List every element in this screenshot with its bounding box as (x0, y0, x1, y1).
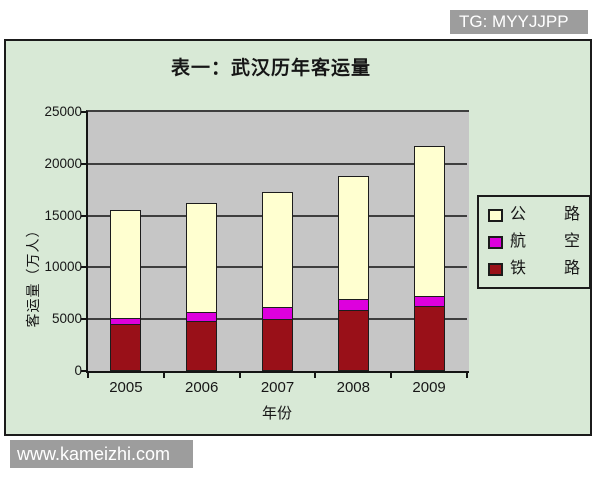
x-axis-title: 年份 (261, 405, 292, 422)
x-tick-mark (314, 373, 317, 378)
y-tick-mark (81, 370, 88, 372)
bar-segment-公路 (262, 191, 293, 309)
y-tick-label: 25000 (44, 104, 82, 119)
y-tick-mark (81, 162, 88, 165)
y-tick-mark (81, 111, 88, 113)
bar-segment-铁路 (413, 305, 445, 371)
watermark-website: www.kameizhi.com (10, 440, 193, 468)
watermark-telegram: TG: MYYJJPP (450, 10, 588, 34)
legend-swatch (488, 262, 503, 276)
bar-segment-公路 (413, 146, 445, 298)
bar-segment-航空 (337, 299, 369, 312)
chart-title: 表一：武汉历年客运量 (170, 58, 371, 79)
x-tick-label: 2006 (185, 379, 219, 396)
bar-segment-航空 (186, 312, 218, 322)
x-tick-label: 2009 (412, 379, 446, 396)
y-tick-mark (81, 266, 88, 269)
plot-area (86, 110, 469, 373)
chart-container: 表一：武汉历年客运量 客运量（万人） 年份 公路航空铁路 2005 2006 200… (4, 39, 592, 436)
bar-segment-公路 (337, 176, 369, 301)
x-tick-mark (238, 373, 241, 378)
y-tick-label: 5000 (51, 311, 82, 327)
x-tick-label: 2008 (336, 379, 370, 396)
y-tick-label: 0 (74, 363, 82, 378)
legend: 公路航空铁路 (477, 195, 591, 289)
legend-label-char: 铁 (510, 260, 527, 277)
bar-segment-公路 (186, 203, 218, 313)
x-tick-label: 2007 (260, 379, 295, 396)
bar-segment-铁路 (262, 319, 293, 371)
legend-label-char: 路 (563, 206, 580, 223)
legend-label: 铁路 (510, 260, 580, 278)
legend-label-char: 航 (510, 233, 527, 250)
legend-item: 公路 (488, 206, 580, 224)
y-tick-label: 10000 (44, 259, 82, 275)
x-tick-mark (87, 373, 89, 378)
legend-label: 航空 (510, 233, 580, 251)
gridline (88, 162, 467, 165)
legend-swatch (488, 235, 503, 249)
legend-label-char: 公 (510, 206, 527, 223)
y-tick-label: 15000 (44, 207, 82, 223)
legend-item: 铁路 (488, 260, 580, 278)
legend-label: 公路 (510, 206, 580, 224)
bar-segment-航空 (262, 307, 293, 321)
bar-segment-公路 (110, 210, 142, 319)
bar-segment-航空 (413, 296, 445, 307)
bar-segment-铁路 (110, 323, 142, 371)
y-tick-mark (81, 318, 88, 321)
x-tick-mark (162, 373, 165, 378)
x-tick-mark (466, 373, 468, 378)
x-tick-mark (390, 373, 393, 378)
bar-segment-铁路 (186, 320, 218, 371)
y-tick-mark (81, 214, 88, 217)
legend-label-char: 空 (563, 233, 580, 250)
bar-segment-铁路 (337, 310, 369, 371)
legend-item: 航空 (488, 233, 580, 251)
legend-label-char: 路 (563, 260, 580, 277)
x-tick-label: 2005 (109, 379, 143, 396)
y-tick-label: 20000 (44, 155, 82, 171)
legend-swatch (488, 208, 503, 222)
bar-segment-航空 (110, 317, 142, 325)
